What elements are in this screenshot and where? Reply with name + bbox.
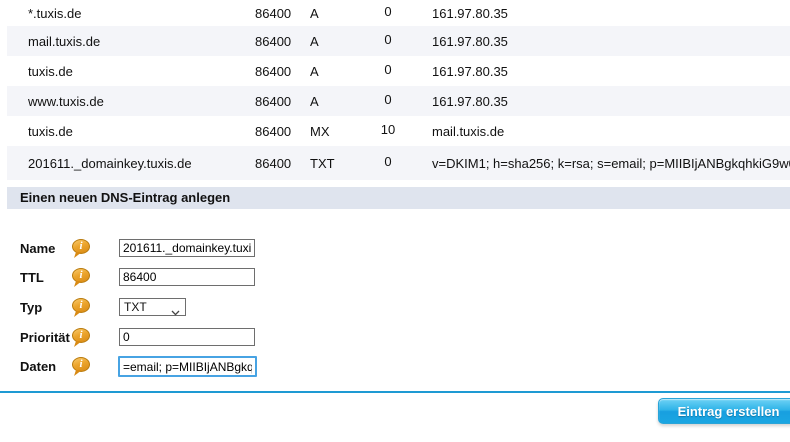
table-row: www.tuxis.de 86400 A 0 161.97.80.35: [7, 86, 790, 116]
section-header: Einen neuen DNS-Eintrag anlegen: [7, 187, 790, 209]
ttl-label: TTL: [20, 270, 44, 285]
record-data: mail.tuxis.de: [432, 123, 505, 139]
record-priority: 0: [384, 91, 392, 107]
typ-select[interactable]: TXT: [119, 298, 186, 316]
info-icon[interactable]: i: [72, 357, 90, 372]
table-row: *.tuxis.de 86400 A 0 161.97.80.35: [7, 0, 790, 26]
record-data: 161.97.80.35: [432, 63, 508, 79]
record-priority: 10: [380, 121, 396, 137]
divider-line: [0, 391, 790, 393]
record-name: www.tuxis.de: [28, 93, 104, 109]
record-data: 161.97.80.35: [432, 5, 508, 21]
record-data: 161.97.80.35: [432, 33, 508, 49]
record-data: 161.97.80.35: [432, 93, 508, 109]
record-type: A: [310, 63, 319, 79]
record-type: TXT: [310, 155, 335, 171]
dns-records-table: *.tuxis.de 86400 A 0 161.97.80.35 mail.t…: [7, 0, 790, 180]
form-row-daten: Daten i: [0, 356, 420, 378]
record-ttl: 86400: [255, 155, 292, 171]
typ-select-value: TXT: [124, 300, 147, 314]
table-row: tuxis.de 86400 A 0 161.97.80.35: [7, 56, 790, 86]
create-entry-button[interactable]: Eintrag erstellen: [658, 398, 790, 424]
record-type: A: [310, 93, 319, 109]
record-priority: 0: [384, 3, 392, 19]
record-ttl: 86400: [255, 63, 292, 79]
record-name: tuxis.de: [28, 63, 73, 79]
info-icon[interactable]: i: [72, 328, 90, 343]
record-data: v=DKIM1; h=sha256; k=rsa; s=email; p=MII…: [432, 155, 790, 171]
table-row: tuxis.de 86400 MX 10 mail.tuxis.de: [7, 116, 790, 146]
record-type: MX: [310, 123, 330, 139]
record-ttl: 86400: [255, 123, 292, 139]
form-row-prioritaet: Priorität i: [0, 327, 420, 349]
info-icon[interactable]: i: [72, 268, 90, 283]
record-name: tuxis.de: [28, 123, 73, 139]
record-type: A: [310, 5, 319, 21]
prioritaet-label: Priorität: [20, 330, 70, 345]
info-icon[interactable]: i: [72, 298, 90, 313]
record-ttl: 86400: [255, 33, 292, 49]
table-row: 201611._domainkey.tuxis.de 86400 TXT 0 v…: [7, 146, 790, 180]
record-name: mail.tuxis.de: [28, 33, 101, 49]
record-type: A: [310, 33, 319, 49]
chevron-down-icon: [171, 304, 180, 320]
daten-label: Daten: [20, 359, 57, 374]
name-label: Name: [20, 241, 56, 256]
record-priority: 0: [384, 61, 392, 77]
info-icon[interactable]: i: [72, 239, 90, 254]
record-priority: 0: [384, 31, 392, 47]
record-ttl: 86400: [255, 5, 292, 21]
record-name: *.tuxis.de: [28, 5, 82, 21]
table-row: mail.tuxis.de 86400 A 0 161.97.80.35: [7, 26, 790, 56]
form-row-typ: Typ i TXT: [0, 297, 420, 319]
name-input[interactable]: [119, 239, 255, 257]
record-name: 201611._domainkey.tuxis.de: [28, 155, 192, 171]
typ-label: Typ: [20, 300, 43, 315]
daten-input[interactable]: [118, 356, 257, 377]
form-row-ttl: TTL i: [0, 267, 420, 289]
form-row-name: Name i: [0, 238, 420, 260]
prioritaet-input[interactable]: [119, 328, 255, 346]
record-ttl: 86400: [255, 93, 292, 109]
ttl-input[interactable]: [119, 268, 255, 286]
record-priority: 0: [384, 153, 392, 169]
